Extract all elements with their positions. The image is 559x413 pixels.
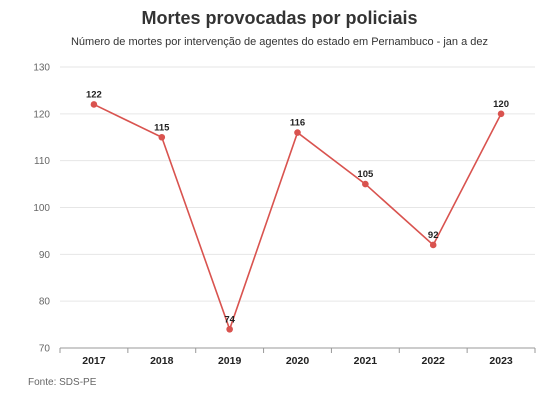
y-tick-label: 110: [34, 156, 50, 167]
data-point: [362, 180, 369, 188]
data-label: 122: [86, 89, 102, 100]
x-tick-label: 2017: [82, 355, 106, 367]
data-point: [497, 110, 505, 118]
x-tick-label: 2020: [286, 355, 310, 367]
data-label: 120: [493, 99, 509, 110]
x-tick-label: 2019: [218, 355, 242, 367]
x-tick-label: 2023: [489, 355, 513, 367]
y-tick-label: 70: [39, 344, 51, 355]
data-point: [158, 133, 166, 141]
data-label: 115: [154, 122, 170, 133]
data-label: 105: [357, 169, 374, 180]
y-tick-label: 80: [39, 297, 51, 308]
y-tick-label: 120: [33, 109, 50, 120]
source-note: Fonte: SDS-PE: [28, 377, 97, 388]
data-point: [294, 129, 301, 136]
data-label: 92: [428, 230, 439, 241]
data-point: [90, 101, 98, 108]
x-tick-label: 2021: [354, 355, 378, 367]
chart-subtitle: Número de mortes por intervenção de agen…: [70, 36, 489, 48]
data-label: 116: [290, 118, 305, 129]
x-tick-label: 2018: [150, 355, 174, 367]
data-point: [429, 241, 437, 249]
series-line: [93, 103, 502, 332]
chart-title: Mortes provocadas por policiais: [141, 8, 418, 28]
data-label: 74: [224, 314, 235, 325]
y-tick-label: 100: [33, 203, 50, 214]
data-point: [226, 325, 233, 333]
x-tick-label: 2022: [422, 355, 446, 367]
y-tick-label: 90: [39, 250, 51, 261]
y-tick-label: 130: [33, 63, 50, 74]
